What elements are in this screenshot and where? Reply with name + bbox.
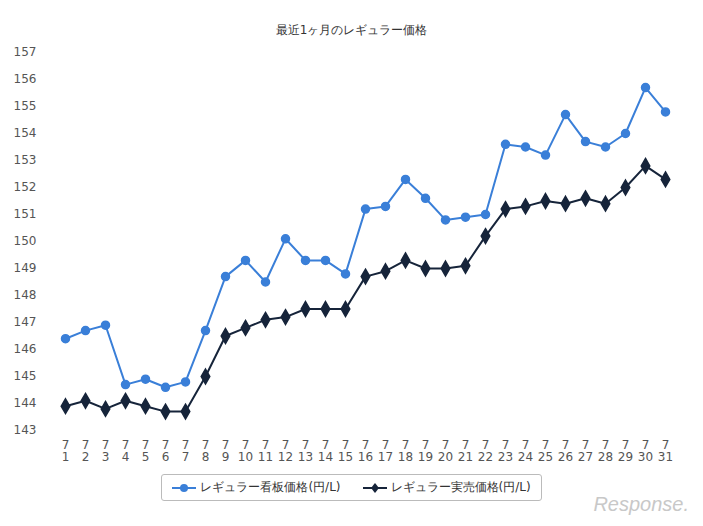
svg-text:151: 151 (14, 207, 37, 221)
svg-text:720: 720 (438, 438, 453, 464)
svg-text:730: 730 (638, 438, 653, 464)
svg-text:727: 727 (578, 438, 593, 464)
svg-text:143: 143 (14, 423, 37, 437)
svg-text:725: 725 (538, 438, 553, 464)
svg-text:712: 712 (278, 438, 293, 464)
svg-text:71: 71 (62, 438, 70, 464)
svg-text:79: 79 (222, 438, 230, 464)
svg-text:74: 74 (122, 438, 130, 464)
svg-text:716: 716 (358, 438, 373, 464)
svg-text:75: 75 (142, 438, 150, 464)
svg-text:726: 726 (558, 438, 573, 464)
svg-text:714: 714 (318, 438, 333, 464)
svg-text:78: 78 (202, 438, 210, 464)
svg-text:724: 724 (518, 438, 533, 464)
svg-text:145: 145 (14, 369, 37, 383)
svg-text:146: 146 (14, 342, 37, 356)
svg-text:717: 717 (378, 438, 393, 464)
svg-text:153: 153 (14, 153, 37, 167)
svg-text:718: 718 (398, 438, 413, 464)
svg-text:710: 710 (238, 438, 253, 464)
svg-text:77: 77 (182, 438, 190, 464)
svg-text:152: 152 (14, 180, 37, 194)
html-text:最近1ヶ月のレギュラー価格: 最近1ヶ月のレギュラー価格 (275, 23, 428, 37)
svg-text:156: 156 (14, 72, 37, 86)
svg-text:157: 157 (14, 45, 37, 59)
svg-text:731: 731 (658, 438, 673, 464)
svg-text:155: 155 (14, 99, 37, 113)
svg-text:723: 723 (498, 438, 513, 464)
svg-text:149: 149 (14, 261, 37, 275)
svg-text:721: 721 (458, 438, 473, 464)
svg-text:722: 722 (478, 438, 493, 464)
svg-text:150: 150 (14, 234, 37, 248)
svg-text:729: 729 (618, 438, 633, 464)
svg-text:72: 72 (82, 438, 90, 464)
html-text:レギュラー看板価格(円/L): レギュラー看板価格(円/L) (200, 480, 341, 494)
svg-text:73: 73 (102, 438, 110, 464)
svg-text:728: 728 (598, 438, 613, 464)
svg-text:719: 719 (418, 438, 433, 464)
svg-text:148: 148 (14, 288, 37, 302)
html-text:レギュラー実売価格(円/L): レギュラー実売価格(円/L) (390, 480, 531, 494)
svg-text:144: 144 (14, 396, 37, 410)
svg-text:713: 713 (298, 438, 313, 464)
svg-text:715: 715 (338, 438, 353, 464)
svg-text:711: 711 (258, 438, 273, 464)
html-text:Response.: Response. (593, 493, 689, 515)
svg-text:76: 76 (162, 438, 170, 464)
svg-text:154: 154 (14, 126, 37, 140)
svg-text:147: 147 (14, 315, 37, 329)
